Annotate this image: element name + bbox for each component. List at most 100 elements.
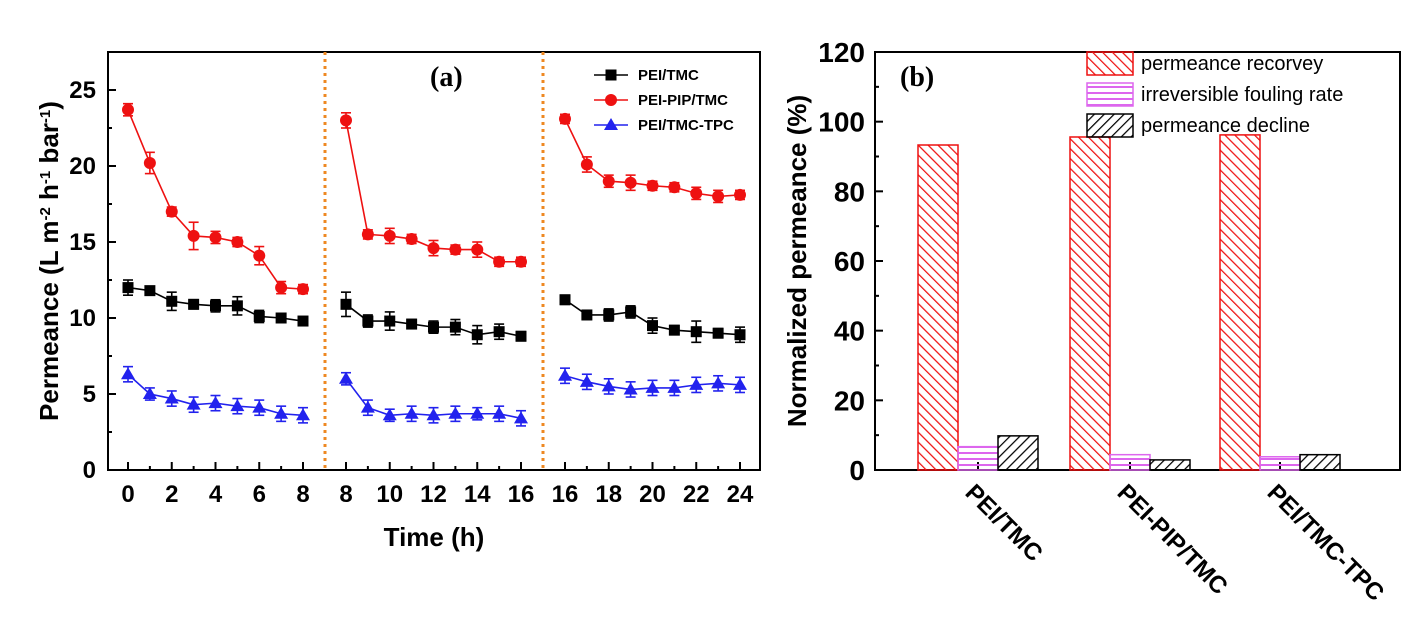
data-point xyxy=(361,228,374,241)
x-tick-label: 8 xyxy=(339,481,352,508)
data-point xyxy=(712,190,725,203)
data-point xyxy=(493,255,506,268)
x-tick-label: PEI/TMC-TPC xyxy=(1262,479,1390,607)
data-point xyxy=(253,249,266,262)
x-tick-label: 18 xyxy=(595,481,622,508)
data-point xyxy=(275,312,287,324)
y-tick-label: 25 xyxy=(69,77,96,104)
bar xyxy=(1259,456,1301,471)
legend-item: irreversible fouling rate xyxy=(1086,82,1343,107)
data-point xyxy=(144,285,156,297)
data-point xyxy=(471,243,484,256)
legend-label: PEI/TMC-TPC xyxy=(638,117,734,134)
data-point xyxy=(166,295,178,307)
data-point xyxy=(625,306,637,318)
data-point xyxy=(493,326,505,338)
y-title-sup: -1 xyxy=(37,171,54,184)
data-point xyxy=(362,315,374,327)
data-point xyxy=(645,380,660,393)
data-point xyxy=(471,329,483,341)
chart-a-legend: PEI/TMC PEI-PIP/TMC PEI/TMC-TPC xyxy=(594,67,734,134)
chart-b-y-axis-title: Normalized permeance (%) xyxy=(782,95,812,427)
x-tick-label: PEI-PIP/TMC xyxy=(1112,479,1233,600)
data-point xyxy=(668,181,681,194)
data-point xyxy=(275,281,288,294)
data-point xyxy=(405,232,418,245)
legend-marker xyxy=(604,118,618,130)
series-PEI-PIP/TMC xyxy=(122,102,746,296)
legend-label: irreversible fouling rate xyxy=(1141,84,1343,106)
data-point xyxy=(734,329,746,341)
bar xyxy=(1299,453,1341,471)
chart-a-panel-label: (a) xyxy=(430,62,463,93)
data-point xyxy=(712,327,724,339)
y-tick-label: 0 xyxy=(849,455,865,486)
chart-b-legend: permeance recorvey irreversible fouling r… xyxy=(1086,51,1343,138)
bar xyxy=(917,144,959,471)
data-point xyxy=(209,231,222,244)
data-point xyxy=(492,406,507,419)
data-point xyxy=(186,397,201,410)
y-title-sup: -1 xyxy=(37,110,54,123)
y-tick-label: 20 xyxy=(69,153,96,180)
series-PEI/TMC xyxy=(122,279,746,345)
data-point xyxy=(164,391,179,404)
data-point xyxy=(448,406,463,419)
y-tick-label: 80 xyxy=(834,176,865,207)
data-point xyxy=(426,408,441,421)
data-point xyxy=(690,326,702,338)
chart-b-panel-label: (b) xyxy=(900,62,934,93)
bar xyxy=(1109,453,1151,471)
y-tick-label: 20 xyxy=(834,385,865,416)
y-tick-label: 60 xyxy=(834,246,865,277)
data-point xyxy=(340,114,352,127)
data-point xyxy=(404,406,419,419)
data-point xyxy=(187,229,200,242)
data-point xyxy=(449,243,462,256)
data-point xyxy=(230,399,245,412)
bar xyxy=(997,435,1039,471)
x-tick-label: 24 xyxy=(727,481,754,508)
data-point xyxy=(231,236,244,248)
x-tick-label: 2 xyxy=(165,481,178,508)
data-point xyxy=(143,156,156,169)
data-point xyxy=(558,368,572,381)
chart-a-x-axis-title: Time (h) xyxy=(384,522,485,552)
data-point xyxy=(383,229,396,242)
data-point xyxy=(733,377,747,390)
data-point xyxy=(603,309,615,321)
legend-item: permeance recorvey xyxy=(1086,51,1323,76)
legend-marker xyxy=(605,94,617,106)
y-tick-label: 100 xyxy=(818,107,865,138)
data-point xyxy=(122,282,134,294)
data-point xyxy=(559,112,571,125)
x-tick-label: 22 xyxy=(683,481,710,508)
legend-label: permeance decline xyxy=(1141,115,1310,137)
legend-swatch xyxy=(1086,82,1134,107)
data-point xyxy=(667,380,682,393)
legend-swatch xyxy=(1086,113,1134,138)
data-point xyxy=(340,298,352,310)
data-point xyxy=(252,400,267,413)
y-tick-label: 0 xyxy=(83,457,96,484)
x-tick-label: 20 xyxy=(639,481,666,508)
x-tick-label: 8 xyxy=(296,481,309,508)
legend-item: PEI-PIP/TMC xyxy=(594,92,728,109)
x-tick-label: 0 xyxy=(121,481,134,508)
data-point xyxy=(142,387,157,399)
data-point xyxy=(360,400,375,413)
data-point xyxy=(668,324,680,336)
data-point xyxy=(646,179,659,192)
data-point xyxy=(231,300,243,312)
data-point xyxy=(253,310,265,322)
y-tick-label: 10 xyxy=(69,305,96,332)
series-PEI/TMC-TPC xyxy=(121,365,747,427)
data-point xyxy=(427,242,440,255)
legend-label: permeance recorvey xyxy=(1141,53,1323,75)
data-point xyxy=(579,374,594,387)
y-title-part: Permeance (L m xyxy=(34,221,64,421)
data-point xyxy=(449,321,461,333)
